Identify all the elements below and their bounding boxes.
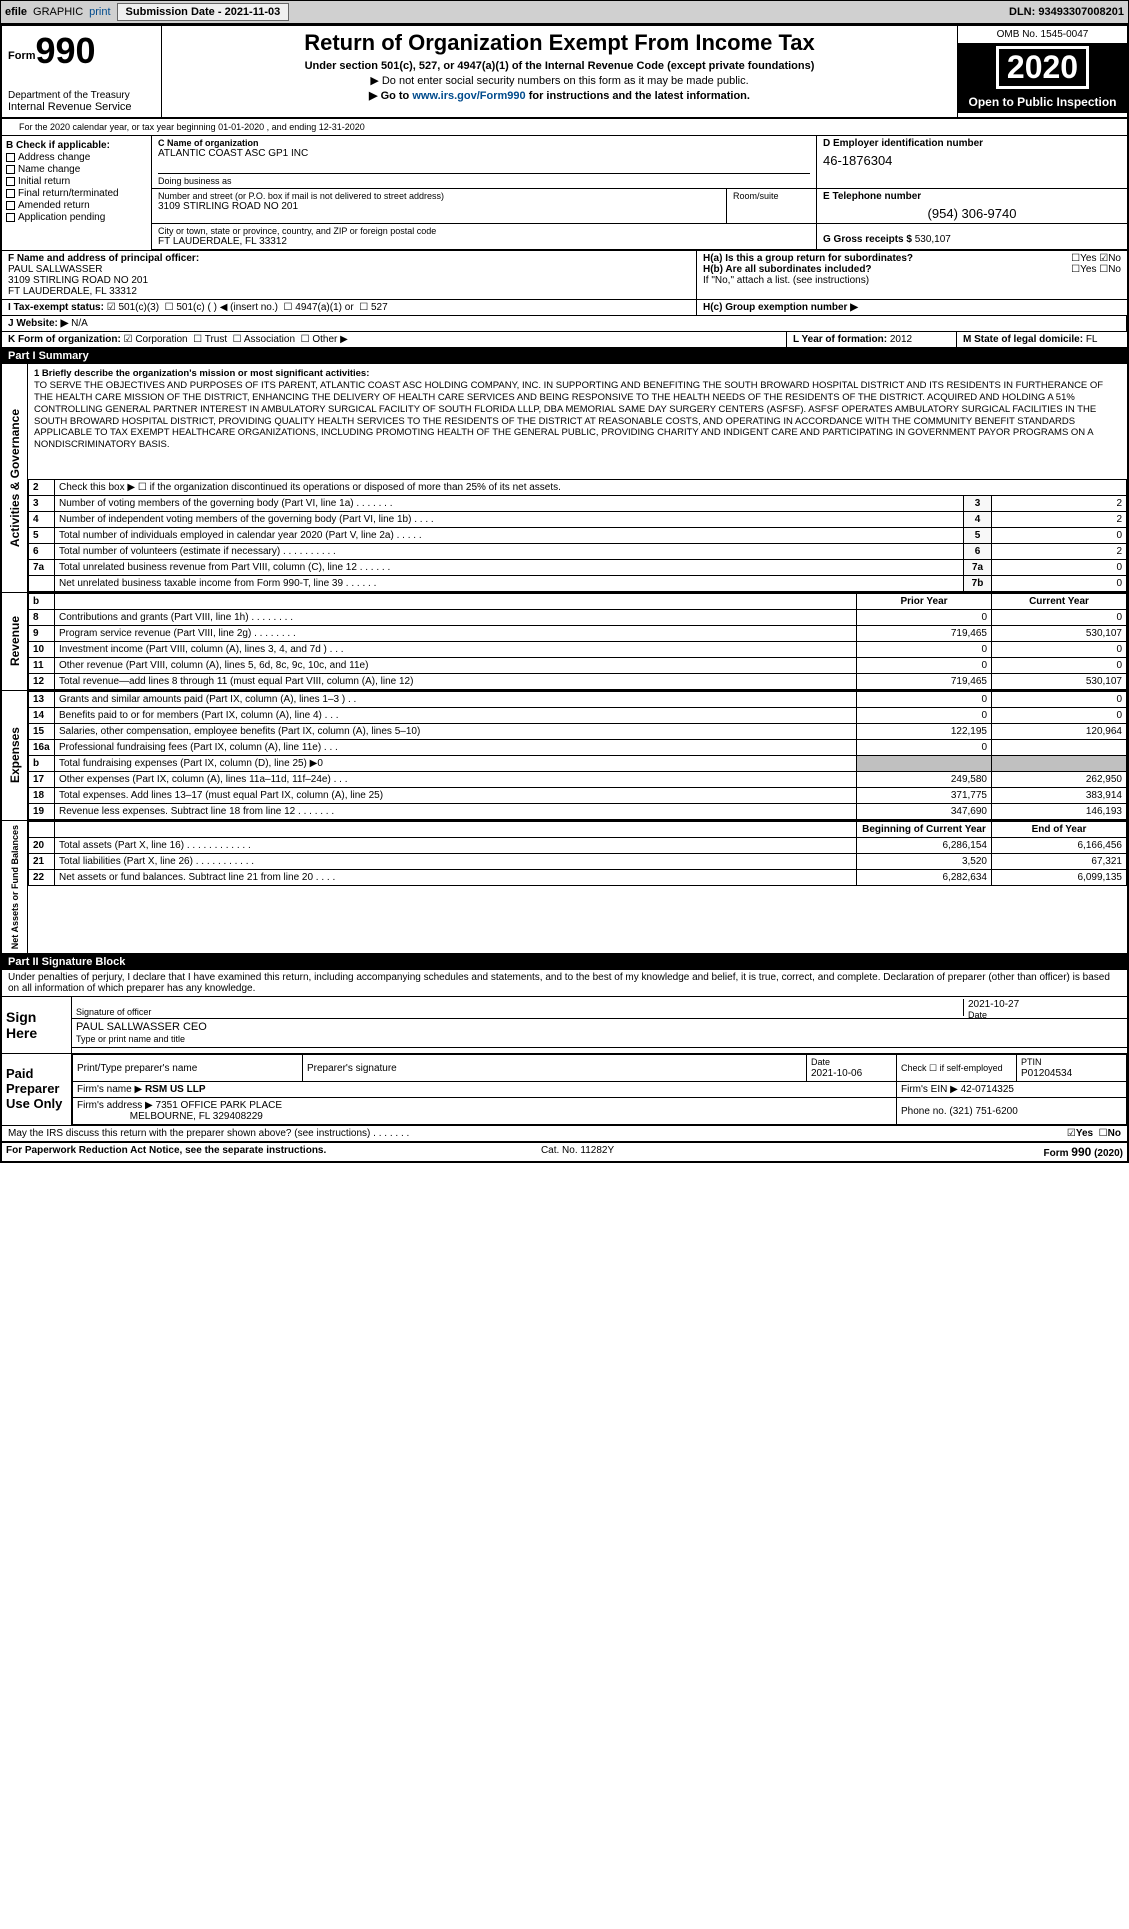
declaration: Under penalties of perjury, I declare th… xyxy=(2,970,1127,997)
side-revenue: Revenue xyxy=(6,612,24,670)
open-public: Open to Public Inspection xyxy=(958,91,1127,113)
gross-receipts: 530,107 xyxy=(915,234,951,245)
part2-header: Part II Signature Block xyxy=(2,954,1127,970)
check-name-change[interactable]: Name change xyxy=(6,164,147,175)
firm-phone: (321) 751-6200 xyxy=(949,1106,1017,1117)
org-name: ATLANTIC COAST ASC GP1 INC xyxy=(158,148,810,159)
check-amended-return[interactable]: Amended return xyxy=(6,200,147,211)
sign-here: Sign Here xyxy=(2,997,72,1053)
period-row: A For the 2020 calendar year, or tax yea… xyxy=(2,119,1127,136)
footer: For Paperwork Reduction Act Notice, see … xyxy=(2,1142,1127,1161)
tax-year: 2020 xyxy=(958,44,1127,91)
form-990: Form990 Department of the Treasury Inter… xyxy=(0,24,1129,1163)
form-number: Form990 xyxy=(8,30,155,72)
submission-date: Submission Date - 2021-11-03 xyxy=(117,3,290,21)
state: FL xyxy=(1086,334,1098,345)
irs-label: Internal Revenue Service xyxy=(8,101,155,113)
privacy-note: ▶ Do not enter social security numbers o… xyxy=(168,74,951,87)
mission: 1 Briefly describe the organization's mi… xyxy=(28,364,1127,479)
instructions-link-line: ▶ Go to www.irs.gov/Form990 for instruct… xyxy=(168,89,951,102)
officer-name: PAUL SALLWASSER xyxy=(8,264,102,275)
side-netassets: Net Assets or Fund Balances xyxy=(8,821,22,953)
print-link[interactable]: print xyxy=(89,6,110,18)
check-initial-return[interactable]: Initial return xyxy=(6,176,147,187)
efile-topbar: efile GRAPHIC print Submission Date - 20… xyxy=(0,0,1129,24)
graphic-label: GRAPHIC xyxy=(33,6,83,18)
side-activities: Activities & Governance xyxy=(6,405,24,551)
efile-label: efile xyxy=(5,6,27,18)
address: 3109 STIRLING ROAD NO 201 xyxy=(158,201,720,212)
part1-header: Part I Summary xyxy=(2,348,1127,364)
side-expenses: Expenses xyxy=(6,723,24,787)
dln: DLN: 93493307008201 xyxy=(1009,6,1124,18)
check-application-pending[interactable]: Application pending xyxy=(6,212,147,223)
discuss-row: May the IRS discuss this return with the… xyxy=(2,1126,1127,1142)
officer-sig-name: PAUL SALLWASSER CEO xyxy=(76,1021,207,1033)
year-formed: 2012 xyxy=(890,334,912,345)
firm-name: RSM US LLP xyxy=(145,1084,206,1095)
phone-label: E Telephone number xyxy=(823,191,921,202)
section-b: B Check if applicable: Address changeNam… xyxy=(2,136,152,250)
ein-value: 46-1876304 xyxy=(823,153,1121,168)
form-title: Return of Organization Exempt From Incom… xyxy=(168,30,951,56)
phone-value: (954) 306-9740 xyxy=(823,206,1121,221)
check-address-change[interactable]: Address change xyxy=(6,152,147,163)
ein-label: D Employer identification number xyxy=(823,138,983,149)
dept-treasury: Department of the Treasury xyxy=(8,90,155,101)
city: FT LAUDERDALE, FL 33312 xyxy=(158,236,810,247)
omb-number: OMB No. 1545-0047 xyxy=(958,26,1127,44)
firm-ein: 42-0714325 xyxy=(961,1084,1014,1095)
website: N/A xyxy=(71,318,88,329)
irs-link[interactable]: www.irs.gov/Form990 xyxy=(412,90,525,102)
check-final-return-terminated[interactable]: Final return/terminated xyxy=(6,188,147,199)
paid-preparer: Paid Preparer Use Only xyxy=(2,1054,72,1125)
form-subtitle: Under section 501(c), 527, or 4947(a)(1)… xyxy=(168,60,951,72)
